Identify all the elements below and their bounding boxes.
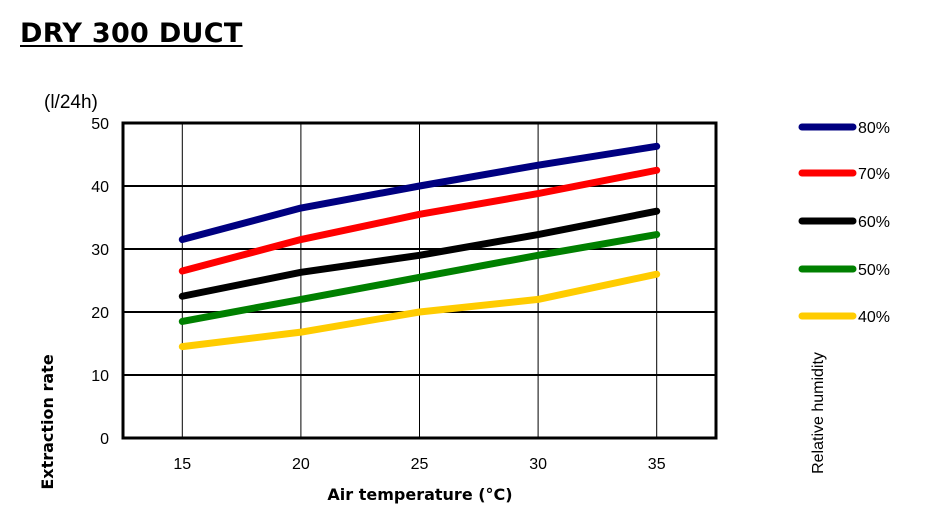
legend-title: Relative humidity	[810, 352, 827, 474]
y-tick-label: 20	[91, 305, 109, 322]
legend: 80% 70% 60% 50% 40%	[798, 120, 890, 326]
x-axis-ticks: 15 20 25 30 35	[173, 456, 665, 473]
y-tick-label: 30	[91, 242, 109, 259]
y-tick-label: 10	[91, 368, 109, 385]
series-line-40pct	[178, 270, 661, 351]
y-tick-label: 40	[91, 179, 109, 196]
legend-label: 50%	[858, 262, 890, 279]
plot-frame	[121, 121, 718, 440]
x-tick-label: 30	[529, 456, 547, 473]
series-line-70pct	[178, 166, 661, 275]
legend-label: 60%	[858, 214, 890, 231]
legend-label: 80%	[858, 120, 890, 137]
chart-title: DRY 300 DUCT	[20, 18, 243, 49]
y-axis-ticks: 0 10 20 30 40 50	[91, 116, 109, 448]
y-axis-label: Extraction rate	[38, 354, 57, 489]
x-tick-label: 15	[173, 456, 191, 473]
y-tick-label: 50	[91, 116, 109, 133]
chart-series	[178, 142, 661, 351]
y-tick-label: 0	[100, 431, 109, 448]
series-line-60pct	[178, 207, 661, 300]
x-tick-label: 35	[648, 456, 666, 473]
y-unit-label: (l/24h)	[44, 92, 98, 113]
x-axis-label: Air temperature (°C)	[327, 485, 512, 504]
x-tick-label: 20	[292, 456, 310, 473]
series-line-80pct	[178, 142, 661, 244]
legend-label: 40%	[858, 309, 890, 326]
legend-label: 70%	[858, 166, 890, 183]
series-line-50pct	[178, 231, 661, 325]
x-tick-label: 25	[411, 456, 429, 473]
